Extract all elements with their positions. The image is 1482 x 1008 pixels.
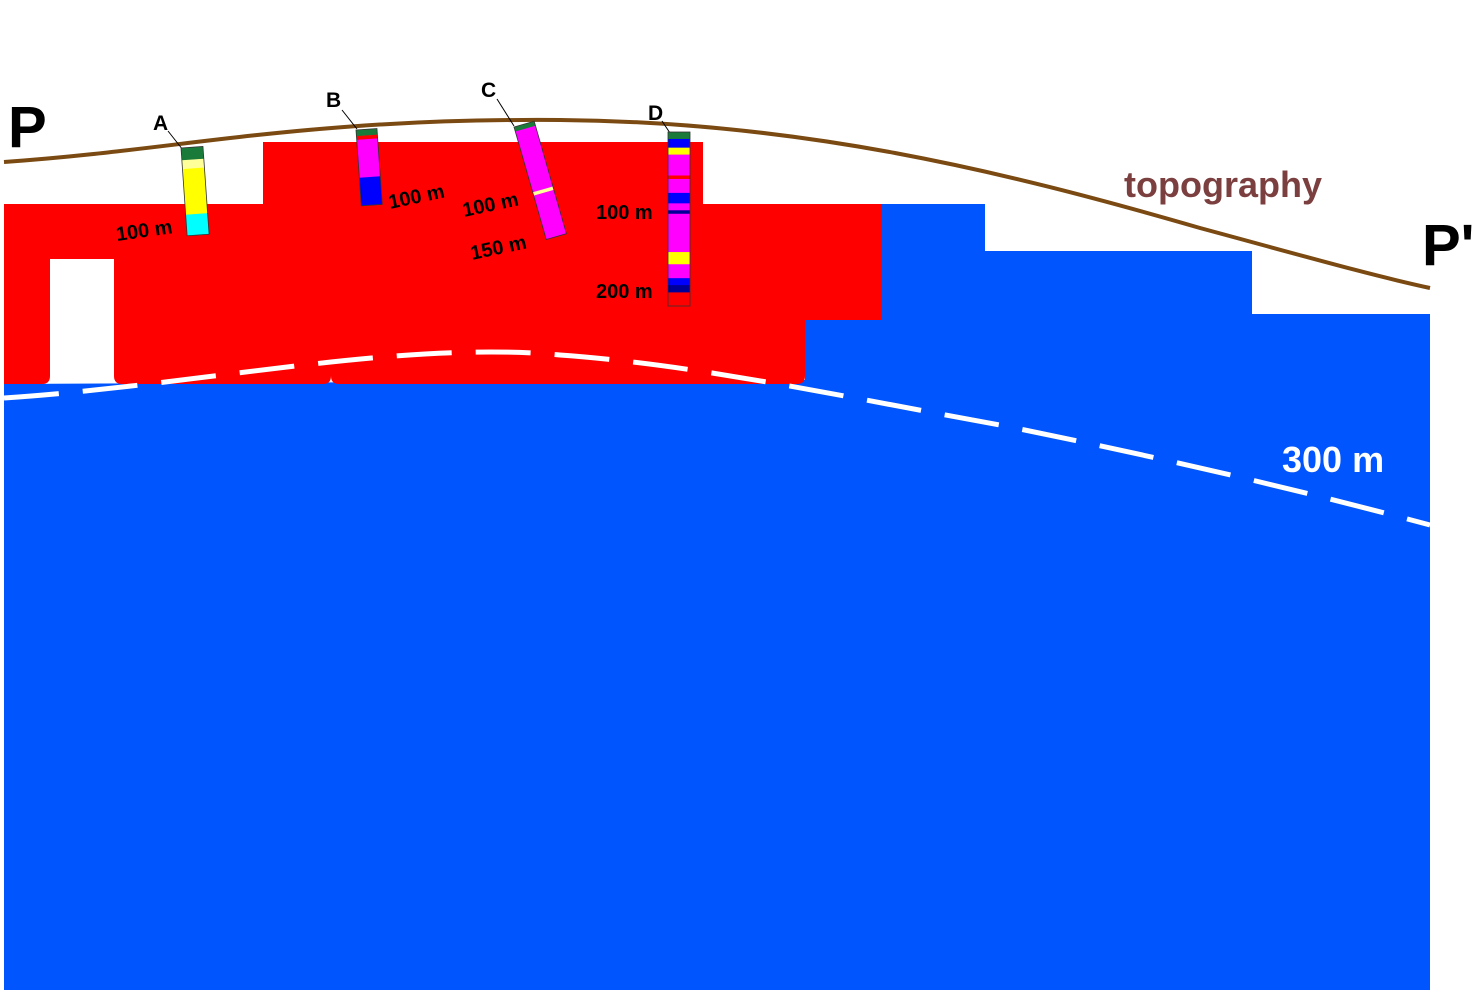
well-a-section-yellow xyxy=(182,167,208,216)
well-c-section-magenta xyxy=(533,189,567,240)
well-c-column xyxy=(513,120,567,240)
well-d-label: D xyxy=(648,102,663,125)
well-a-column xyxy=(180,146,210,237)
well-b-column-outline xyxy=(355,128,383,207)
depth-contour-label: 300 m xyxy=(1282,439,1384,480)
well-a-label: A xyxy=(153,112,168,135)
well-a: A 100 m xyxy=(115,112,210,246)
well-a-section-pale_yellow xyxy=(181,158,205,170)
well-d-column xyxy=(667,131,691,307)
well-a-leader-line xyxy=(167,130,184,151)
well-b-leader-line xyxy=(341,109,358,130)
well-d-section-red xyxy=(668,175,690,180)
well-d-section-blue xyxy=(668,138,690,148)
well-d-section-magenta xyxy=(668,154,690,176)
profile-end-label: P' xyxy=(1422,213,1474,278)
well-b-section-green xyxy=(356,128,378,137)
well-d: D 100 m 200 m xyxy=(596,102,691,307)
well-d-depth-label-1: 100 m xyxy=(596,202,653,224)
well-d-depth-label-2: 200 m xyxy=(596,281,653,303)
topography-label: topography xyxy=(1124,164,1322,205)
well-b-column xyxy=(355,128,383,207)
well-d-section-yellow xyxy=(668,252,690,265)
well-c-section-green xyxy=(514,121,536,132)
well-c-column-outline xyxy=(513,120,567,240)
well-d-section-blue xyxy=(668,192,690,204)
well-c-section-magenta xyxy=(515,125,553,193)
well-d-section-magenta xyxy=(668,178,690,194)
well-a-column-outline xyxy=(180,146,210,237)
well-d-leader-line xyxy=(661,120,671,134)
well-c-leader-line xyxy=(496,98,515,127)
lower-unit-body xyxy=(4,204,1430,990)
well-d-section-blue xyxy=(668,278,690,286)
profile-start-label: P xyxy=(8,95,47,160)
well-b-label: B xyxy=(326,89,341,112)
well-d-section-magenta xyxy=(668,203,690,211)
well-d-section-magenta xyxy=(668,213,690,253)
well-a-section-green xyxy=(181,146,204,161)
well-d-section-magenta xyxy=(668,264,690,279)
well-b: B 100 m xyxy=(326,89,447,214)
well-d-section-yellow xyxy=(668,147,690,155)
well-c-section-pale_yellow xyxy=(532,186,554,196)
well-d-column-outline xyxy=(667,131,691,307)
well-b-section-blue xyxy=(359,176,383,207)
well-a-section-cyan xyxy=(185,213,210,237)
depth-contour-line xyxy=(3,349,1431,528)
well-d-section-green xyxy=(668,132,690,140)
topography-line xyxy=(3,117,1431,290)
well-d-section-dark_blue xyxy=(668,285,690,293)
well-d-section-dark_blue xyxy=(668,210,690,215)
well-c-label: C xyxy=(481,79,496,102)
well-b-section-magenta xyxy=(356,138,381,179)
upper-unit-body xyxy=(4,142,882,384)
